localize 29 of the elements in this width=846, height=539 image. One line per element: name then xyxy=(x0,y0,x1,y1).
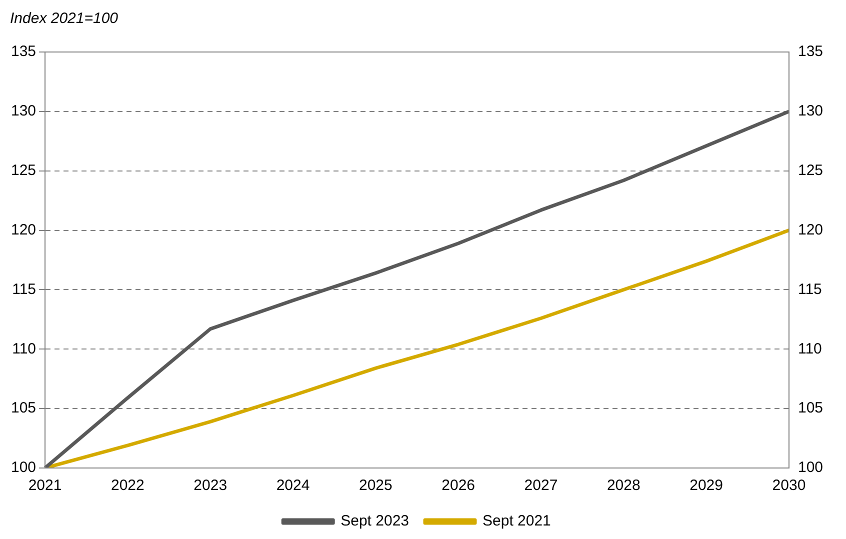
y-tick-label: 105 xyxy=(10,400,36,417)
y2-tick-label: 110 xyxy=(798,340,822,358)
x-tick-label: 2028 xyxy=(606,477,640,494)
x-tick-label: 2025 xyxy=(358,477,392,494)
y2-tick-label: 115 xyxy=(798,280,822,298)
y-tick-label: 120 xyxy=(10,221,36,238)
y-tick-label: 115 xyxy=(12,280,36,298)
y-tick-label: 100 xyxy=(10,459,36,476)
x-tick-label: 2023 xyxy=(194,477,228,494)
y2-tick-label: 120 xyxy=(798,221,824,238)
y2-tick-label: 105 xyxy=(798,400,824,417)
x-tick-label: 2021 xyxy=(28,477,62,494)
x-tick-label: 2029 xyxy=(690,477,723,494)
x-tick-label: 2022 xyxy=(111,477,144,494)
legend-label: Sept 2023 xyxy=(340,512,410,530)
x-tick-label: 2026 xyxy=(442,477,476,494)
y2-tick-label: 130 xyxy=(798,102,824,120)
y-axis-title: Index 2021=100 xyxy=(10,10,118,27)
x-tick-label: 2024 xyxy=(276,477,310,494)
y2-tick-label: 125 xyxy=(798,162,824,179)
y-tick-label: 125 xyxy=(10,162,36,179)
legend-label: Sept 2021 xyxy=(482,512,551,530)
y-tick-label: 130 xyxy=(10,102,36,120)
x-tick-label: 2030 xyxy=(772,477,806,494)
y2-tick-label: 135 xyxy=(798,43,824,60)
x-tick-label: 2027 xyxy=(524,477,558,494)
y-tick-label: 135 xyxy=(10,43,36,60)
y-tick-label: 110 xyxy=(12,340,36,358)
y2-tick-label: 100 xyxy=(798,459,824,476)
